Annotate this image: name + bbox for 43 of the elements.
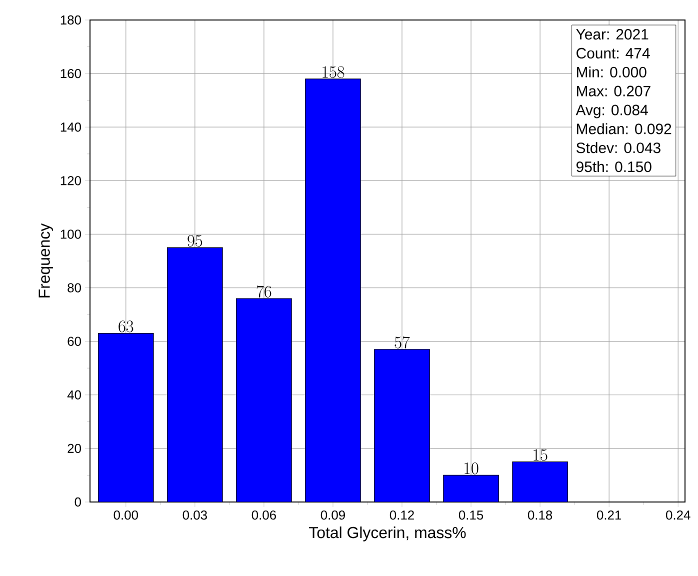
x-tick-label: 0.21 — [596, 510, 622, 520]
data-label: 158 — [322, 66, 344, 78]
annotation: 95th: 0.150 — [576, 161, 652, 172]
data-label: 57 — [394, 336, 410, 348]
bar — [374, 349, 430, 502]
y-tick-label: 140 — [60, 122, 81, 132]
x-tick-label: 0.24 — [666, 510, 690, 520]
x-tick-label: 0.03 — [182, 510, 207, 520]
annotation: Avg: 0.084 — [576, 104, 648, 118]
y-tick-label: 80 — [68, 283, 81, 292]
y-tick-label: 180 — [60, 15, 81, 25]
bar — [167, 248, 223, 502]
annotation: Stdev: 0.043 — [576, 142, 660, 154]
x-tick-label: 0.00 — [114, 510, 138, 520]
y-tick-label: 0 — [74, 497, 81, 507]
annotation: Count: 474 — [576, 48, 650, 59]
bar — [443, 475, 499, 502]
data-label: 10 — [464, 462, 478, 474]
x-axis-title: Total Glycerin, mass% — [309, 526, 466, 542]
x-tick-label: 0.09 — [320, 510, 345, 520]
x-tick-label: 0.15 — [458, 510, 484, 520]
y-axis-title: Frequency — [38, 223, 54, 298]
x-tick-label: 0.12 — [390, 510, 414, 520]
y-tick-label: 40 — [67, 390, 81, 400]
y-tick-label: 60 — [68, 336, 81, 346]
annotation: Max: 0.207 — [577, 86, 650, 96]
y-tick-label: 160 — [60, 68, 81, 78]
data-label: 95 — [188, 234, 202, 247]
data-label: 15 — [534, 449, 548, 461]
x-tick-label: 0.06 — [252, 510, 276, 520]
annotation: Median: 0.092 — [577, 123, 672, 134]
x-tick-label: 0.18 — [528, 510, 552, 520]
y-tick-label: 20 — [68, 444, 81, 454]
data-label: 63 — [118, 320, 134, 332]
data-label: 76 — [256, 286, 272, 298]
bar — [512, 462, 568, 502]
bar — [305, 78, 361, 502]
y-tick-label: 120 — [60, 176, 81, 186]
bar — [236, 298, 292, 502]
annotation: Year: 2021 — [576, 29, 648, 40]
bar — [98, 333, 154, 502]
y-tick-label: 100 — [60, 230, 81, 239]
annotation: Min: 0.000 — [577, 66, 646, 78]
